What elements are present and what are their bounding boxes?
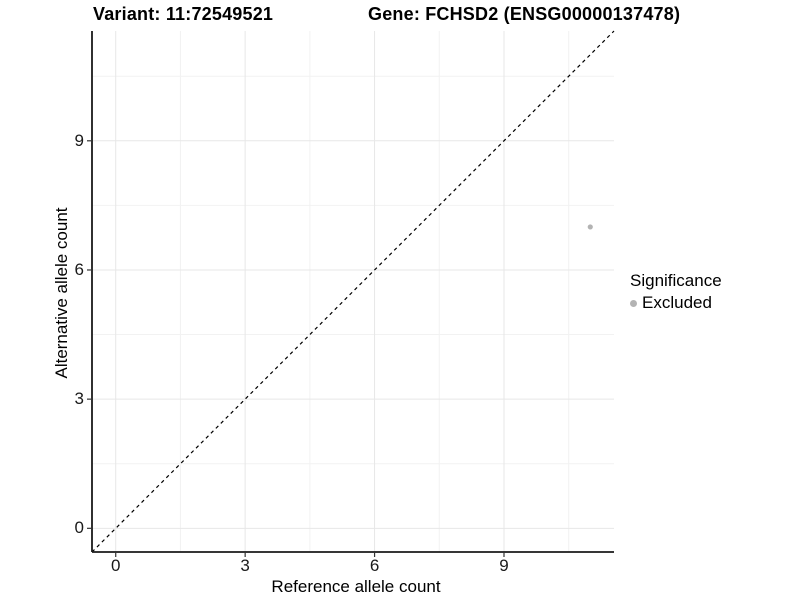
plot-title-gene: Gene: FCHSD2 (ENSG00000137478) bbox=[368, 4, 681, 24]
identity-dashed-line bbox=[91, 30, 615, 553]
x-axis-title: Reference allele count bbox=[271, 577, 441, 596]
legend-point-swatch bbox=[630, 299, 637, 307]
legend: Significance Excluded bbox=[630, 271, 722, 313]
y-axis-title: Alternative allele count bbox=[52, 207, 71, 379]
legend-item-label: Excluded bbox=[642, 293, 712, 312]
data-point bbox=[587, 224, 593, 230]
legend-title: Significance bbox=[630, 271, 722, 290]
legend-item-excluded: Excluded bbox=[630, 293, 722, 313]
plot-title-variant: Variant: 11:72549521 bbox=[93, 4, 274, 24]
